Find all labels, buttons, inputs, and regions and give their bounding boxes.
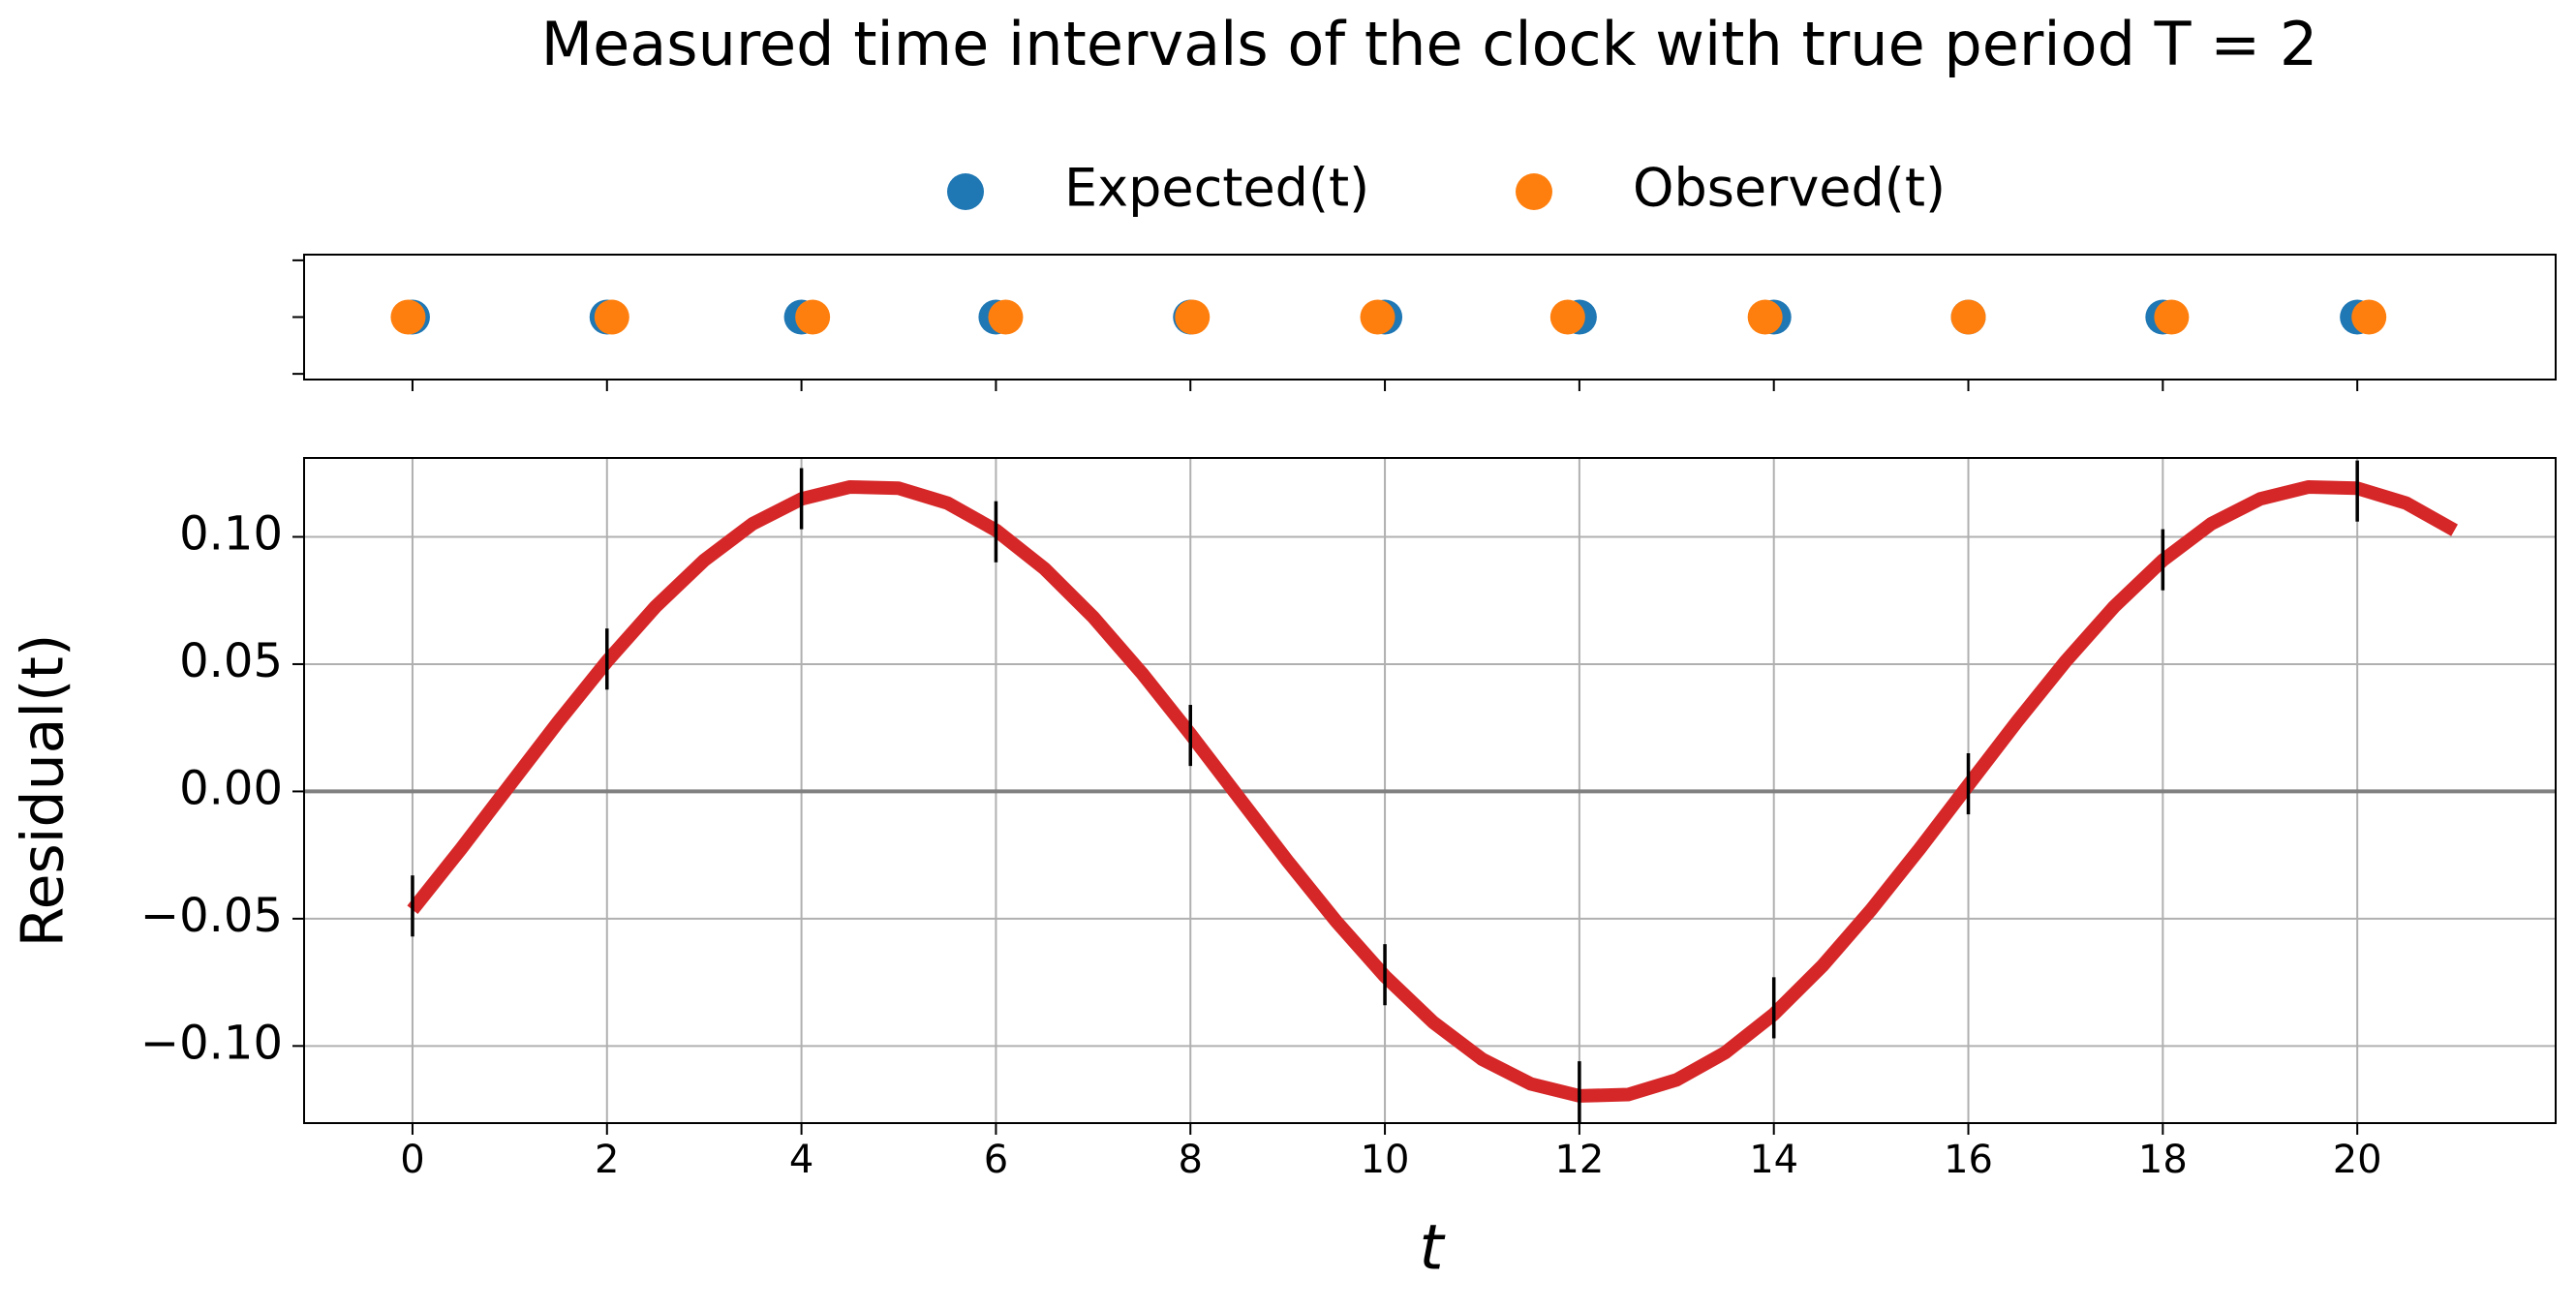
plot-frame (303, 457, 2557, 1124)
point (1549, 299, 1585, 335)
y-tick-label: 0.05 (179, 634, 283, 688)
point (390, 299, 426, 335)
x-tick-label: 14 (1749, 1138, 1798, 1182)
point (795, 299, 831, 335)
point (594, 299, 629, 335)
x-tick-label: 0 (400, 1138, 424, 1182)
x-axis-label: t (1419, 1213, 1446, 1285)
legend-label: Expected(t) (1064, 158, 1369, 219)
point (1360, 299, 1395, 335)
x-tick-label: 4 (789, 1138, 813, 1182)
point (988, 299, 1024, 335)
point (1747, 299, 1783, 335)
legend-marker (947, 173, 984, 210)
x-tick-label: 10 (1361, 1138, 1410, 1182)
point (1950, 299, 1986, 335)
x-tick-label: 16 (1944, 1138, 1993, 1182)
point (1175, 299, 1211, 335)
y-tick-label: −0.05 (140, 889, 283, 943)
y-tick-label: 0.10 (179, 507, 283, 562)
chart-title: Measured time intervals of the clock wit… (541, 9, 2318, 79)
y-axis-label: Residual(t) (10, 634, 77, 948)
y-tick-label: −0.10 (140, 1016, 283, 1070)
point (2351, 299, 2387, 335)
x-tick-label: 8 (1179, 1138, 1203, 1182)
x-tick-label: 20 (2333, 1138, 2382, 1182)
x-tick-label: 18 (2138, 1138, 2188, 1182)
legend-label: Observed(t) (1633, 158, 1946, 219)
point (2154, 299, 2190, 335)
x-tick-label: 2 (595, 1138, 619, 1182)
plot-frame (303, 254, 2557, 381)
legend-marker (1516, 173, 1552, 210)
x-tick-label: 12 (1554, 1138, 1604, 1182)
series-line (407, 479, 2458, 1103)
x-tick-label: 6 (984, 1138, 1008, 1182)
y-tick-label: 0.00 (179, 761, 283, 815)
